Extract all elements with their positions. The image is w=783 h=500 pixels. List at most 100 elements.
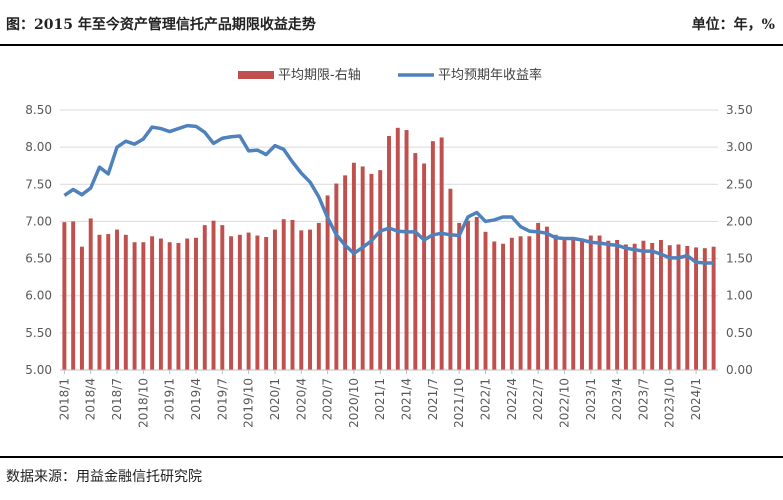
right-axis-tick-label: 3.50	[726, 103, 753, 117]
right-axis-tick-label: 0.00	[726, 363, 753, 377]
chart-canvas: 5.00 0.00 5.50 0.50 6.00 1.00 6.50 1.50 7.00 2.00…	[25, 67, 752, 428]
bar	[501, 243, 506, 370]
bar	[658, 240, 663, 370]
bar	[360, 166, 365, 370]
left-axis-tick-label: 7.00	[25, 214, 52, 228]
bar	[694, 247, 699, 370]
axes: 5.00 0.00 5.50 0.50 6.00 1.00 6.50 1.50 7.00 2.00…	[25, 103, 752, 428]
x-tick-label: 2023/4	[610, 378, 624, 420]
x-tick-label: 2021/1	[373, 378, 387, 420]
bottom-rule	[0, 456, 783, 458]
bar	[492, 241, 497, 370]
bar	[553, 234, 558, 370]
bar	[448, 188, 453, 370]
legend-label-bar: 平均期限-右轴	[278, 68, 361, 83]
x-tick-label: 2019/10	[242, 378, 256, 428]
bar	[334, 183, 339, 370]
bar	[544, 226, 549, 370]
bar	[536, 222, 541, 370]
bar	[413, 153, 418, 370]
x-tick-label: 2018/7	[110, 378, 124, 420]
bar	[79, 246, 84, 370]
figure-header: 图：2015 年至今资产管理信托产品期限收益走势 单位：年，%	[0, 0, 783, 44]
bar	[316, 222, 321, 370]
bar	[106, 234, 111, 370]
bar	[290, 219, 295, 370]
bar	[395, 127, 400, 370]
bar	[272, 229, 277, 370]
bar	[404, 130, 409, 370]
bar	[211, 220, 216, 370]
bar	[115, 229, 120, 370]
bar	[457, 222, 462, 370]
bar	[615, 240, 620, 370]
legend-swatch-bar	[238, 71, 274, 79]
left-axis-tick-label: 8.00	[25, 140, 52, 154]
right-axis-tick-label: 2.00	[726, 214, 753, 228]
bar	[194, 237, 198, 370]
x-tick-label: 2022/7	[531, 378, 545, 420]
left-axis-tick-label: 6.00	[25, 289, 52, 303]
bar	[439, 137, 444, 370]
x-tick-label: 2022/4	[505, 378, 519, 420]
bar	[518, 236, 523, 370]
bar	[676, 244, 681, 370]
bar-series	[62, 127, 716, 370]
right-axis-tick-label: 2.50	[726, 177, 753, 191]
bar	[430, 141, 435, 370]
bar	[299, 230, 304, 370]
source-note: 数据来源：用益金融信托研究院	[6, 469, 202, 485]
bar	[237, 234, 242, 370]
bar	[255, 235, 260, 370]
right-axis-tick-label: 1.00	[726, 289, 753, 303]
bar	[229, 236, 234, 370]
legend-label-line: 平均预期年收益率	[438, 67, 542, 83]
bar	[650, 242, 655, 370]
left-axis-tick-label: 6.50	[25, 252, 52, 266]
bar	[150, 236, 155, 370]
right-axis-tick-label: 3.00	[726, 140, 753, 154]
right-axis-tick-label: 1.50	[726, 252, 753, 266]
x-tick-label: 2018/10	[136, 378, 150, 428]
bar	[281, 219, 286, 370]
figure-title: 图：2015 年至今资产管理信托产品期限收益走势	[6, 17, 316, 33]
bar	[141, 242, 146, 370]
bar	[667, 245, 672, 370]
top-rule	[0, 44, 783, 46]
x-tick-label: 2019/4	[189, 378, 203, 420]
x-tick-label: 2018/4	[84, 378, 98, 420]
unit-label: 单位：年，%	[691, 17, 775, 33]
bar	[264, 237, 269, 370]
bar	[176, 242, 181, 370]
bar	[387, 136, 391, 370]
bar	[632, 243, 637, 370]
x-tick-label: 2020/4	[294, 378, 308, 420]
bar	[132, 242, 137, 370]
bar	[158, 238, 163, 370]
bar	[641, 240, 646, 370]
line-series	[63, 123, 714, 265]
x-tick-label: 2022/10	[557, 378, 571, 428]
bar	[325, 195, 330, 370]
bar	[97, 234, 102, 370]
legend: 平均期限-右轴 平均预期年收益率	[238, 67, 542, 83]
bar	[202, 225, 207, 370]
x-tick-label: 2023/1	[584, 378, 598, 420]
bar	[571, 238, 576, 370]
bar	[509, 237, 514, 370]
bar	[88, 218, 93, 370]
x-tick-label: 2018/1	[57, 378, 71, 420]
yield-line	[63, 123, 714, 265]
x-tick-label: 2019/7	[215, 378, 229, 420]
right-axis-tick-label: 0.50	[726, 326, 753, 340]
bar	[474, 216, 479, 370]
bar	[527, 236, 532, 370]
bar	[343, 175, 348, 370]
x-tick-label: 2020/10	[347, 378, 361, 428]
x-tick-label: 2021/10	[452, 378, 466, 428]
bar	[308, 229, 313, 370]
left-axis-tick-label: 7.50	[25, 177, 52, 191]
bar	[588, 235, 593, 370]
x-tick-label: 2021/7	[426, 378, 440, 420]
bar	[351, 162, 356, 370]
